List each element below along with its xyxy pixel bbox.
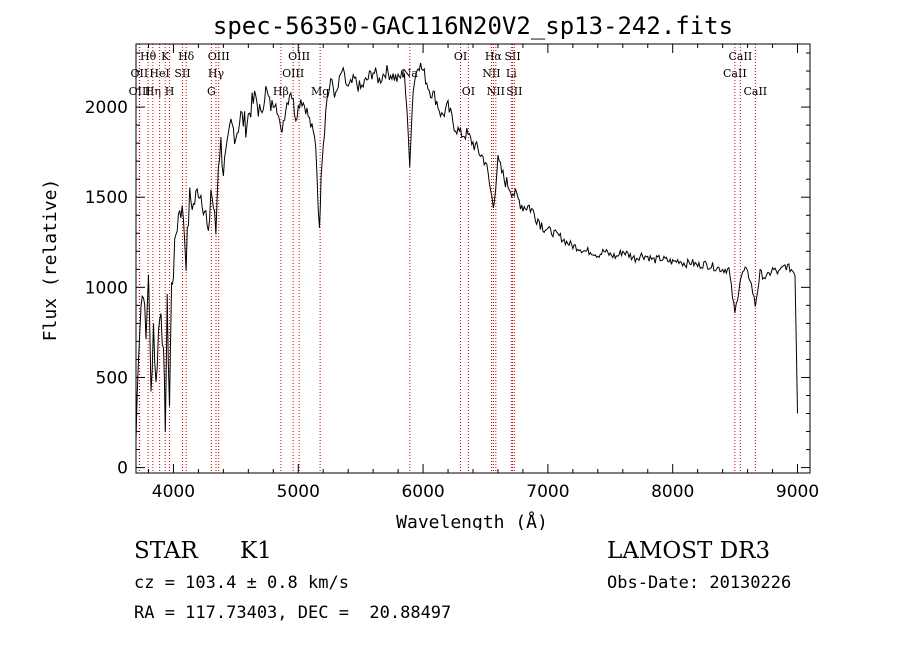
- spectrum-chart: spec-56350-GAC116N20V2_sp13-242.fits Hθ O…: [40, 12, 819, 530]
- spectral-line-label: Hδ: [178, 50, 195, 63]
- spectral-line-label: G: [207, 85, 216, 98]
- spectral-line-label: Li: [506, 67, 517, 80]
- x-tick-label: 7000: [526, 482, 569, 502]
- flux-series-line: [135, 62, 798, 441]
- spectral-line-label: CaII: [723, 67, 747, 80]
- spectral-line-label: OIII: [288, 50, 310, 63]
- spectral-line-label: Mg: [311, 85, 329, 98]
- spectral-line-label: Hα: [485, 50, 503, 63]
- spectral-line-label: SII: [506, 85, 522, 98]
- object-subclass: K1: [240, 538, 272, 564]
- spectral-line-label: Hθ: [140, 50, 157, 63]
- y-tick-label: 1000: [85, 278, 128, 298]
- spectral-line-label: OIII: [208, 50, 230, 63]
- ra-dec-coordinates: RA = 117.73403, DEC = 20.88497: [134, 603, 452, 623]
- x-tick-label: 4000: [152, 482, 195, 502]
- spectral-line-label: CaII: [743, 85, 767, 98]
- spectral-line-markers: HθOIIOIIIHηHeIKHSIIHδGHγOIIIHβOIIIOIIIMg…: [129, 44, 767, 473]
- spectral-line-label: OI: [462, 85, 475, 98]
- x-tick-label: 9000: [776, 482, 819, 502]
- x-axis-label: Wavelength (Å): [396, 511, 548, 530]
- y-tick-label: 2000: [85, 98, 128, 118]
- spectral-line-label: OIII: [129, 85, 151, 98]
- spectral-line-label: HeI: [149, 67, 169, 80]
- spectral-line-label: SII: [504, 50, 520, 63]
- chart-title: spec-56350-GAC116N20V2_sp13-242.fits: [213, 12, 733, 40]
- spectral-line-label: OIII: [282, 67, 304, 80]
- x-tick-label: 5000: [277, 482, 320, 502]
- y-tick-label: 0: [117, 459, 128, 479]
- y-tick-label: 500: [96, 368, 128, 388]
- spectral-line-label: H: [165, 85, 175, 98]
- spectral-line-label: NII: [487, 85, 505, 98]
- x-tick-label: 6000: [401, 482, 444, 502]
- spectral-line-label: Hγ: [208, 67, 225, 80]
- spectral-line-label: SII: [174, 67, 190, 80]
- x-tick-label: 8000: [651, 482, 694, 502]
- series-layer: [135, 62, 798, 441]
- spectral-line-label: Na: [402, 67, 419, 80]
- spectral-line-label: K: [161, 50, 170, 63]
- spectral-line-label: NII: [482, 67, 500, 80]
- spectral-line-label: Hβ: [273, 85, 289, 98]
- axes-layer: 4000 5000 6000 7000 8000 9000 0 500 1000 1500 2000: [85, 44, 819, 502]
- y-tick-label: 1500: [85, 188, 128, 208]
- redshift-velocity: cz = 103.4 ± 0.8 km/s: [134, 573, 349, 593]
- spectral-line-label: Hη: [145, 85, 161, 98]
- spectral-line-label: OII: [131, 67, 149, 80]
- y-axis-label: Flux (relative): [40, 179, 61, 342]
- observation-date: Obs-Date: 20130226: [607, 573, 792, 593]
- spectral-line-label: CaII: [729, 50, 753, 63]
- plot-frame: [135, 43, 811, 474]
- object-class: STAR: [134, 538, 198, 564]
- spectral-line-label: OI: [454, 50, 467, 63]
- survey-name: LAMOST DR3: [607, 538, 771, 564]
